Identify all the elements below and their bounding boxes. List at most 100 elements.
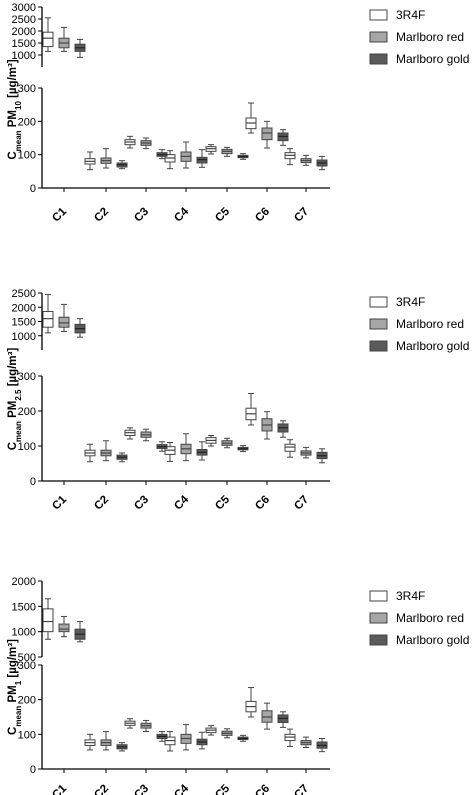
y-tick-label-upper: 1000: [12, 331, 36, 343]
y-tick-label-lower: 300: [18, 660, 36, 672]
y-tick-label-upper: 2000: [12, 302, 36, 314]
y-axis-label-part: C: [7, 442, 19, 450]
box-marlboro-gold-c4: [196, 731, 208, 750]
legend-label-3r4f: 3R4F: [396, 295, 425, 309]
legend-swatch-marlboro-gold: [369, 340, 388, 352]
y-tick-label-upper: 3000: [12, 2, 36, 14]
y-axis-label-part: C: [7, 727, 19, 735]
category-label-c5: C5: [213, 782, 232, 795]
box-marlboro-gold-c3: [156, 441, 168, 452]
box-marlboro-red-c7: [300, 154, 312, 166]
y-tick-label-upper: 2500: [12, 14, 36, 26]
legend-swatch-marlboro-gold: [369, 634, 388, 646]
box-body: [58, 623, 70, 633]
box-marlboro-red-c1: [58, 615, 70, 638]
box-3r4f-c2: [84, 733, 96, 751]
box-3r4f-c3: [124, 718, 136, 729]
box-3r4f-c5: [205, 144, 217, 155]
y-axis-label-part: [µg/m³]: [7, 639, 19, 681]
box-marlboro-red-c6: [261, 411, 273, 440]
box-marlboro-red-c6: [261, 702, 273, 730]
box-marlboro-red-c5: [221, 728, 233, 739]
box-marlboro-red-c3: [140, 719, 152, 733]
legend-swatch-3r4f: [369, 9, 388, 21]
box-3r4f-c4: [164, 442, 176, 462]
category-label-c6: C6: [253, 783, 272, 795]
box-body: [284, 443, 296, 452]
legend-swatch-marlboro-red: [369, 612, 388, 624]
y-axis-label-part: C: [7, 151, 19, 159]
legend-label-3r4f: 3R4F: [396, 589, 425, 603]
box-marlboro-gold-c4: [196, 149, 208, 168]
box-body: [261, 127, 273, 141]
category-label-c2: C2: [92, 494, 111, 513]
box-3r4f-c6: [245, 102, 257, 134]
y-tick-label-upper: 1500: [12, 317, 36, 329]
y-axis-label-part: [µg/m³]: [7, 59, 19, 101]
y-tick-label-upper: 500: [18, 652, 36, 664]
category-label-c3: C3: [132, 494, 151, 513]
y-tick-label-upper: 1000: [12, 627, 36, 639]
box-marlboro-gold-c6: [277, 129, 289, 146]
box-marlboro-red-c1: [58, 26, 70, 52]
category-label-c1: C1: [50, 782, 69, 795]
category-label-c5: C5: [213, 493, 232, 512]
category-label-c4: C4: [172, 493, 191, 512]
box-marlboro-gold-c7: [316, 155, 328, 171]
box-marlboro-gold-c1: [74, 621, 86, 643]
box-marlboro-gold-c4: [196, 441, 208, 461]
box-marlboro-red-c3: [140, 428, 152, 442]
box-3r4f-c3: [124, 427, 136, 440]
box-marlboro-red-c1: [58, 303, 70, 332]
box-marlboro-gold-c7: [316, 448, 328, 464]
box-3r4f-c7: [284, 439, 296, 458]
box-3r4f-c5: [205, 725, 217, 736]
y-axis-label-part: 2.5: [14, 389, 23, 401]
box-3r4f-c7: [284, 148, 296, 166]
y-tick-label-lower: 0: [30, 476, 36, 488]
y-tick-label-lower: 100: [18, 150, 36, 162]
y-axis-label-part: mean: [14, 706, 23, 727]
y-tick-label-upper: 2000: [12, 576, 36, 588]
category-label-c1: C1: [50, 205, 69, 224]
y-tick-label-lower: 100: [18, 729, 36, 741]
box-3r4f-c7: [284, 728, 296, 747]
box-marlboro-gold-c2: [116, 160, 128, 170]
y-tick-label-lower: 300: [18, 83, 36, 95]
box-marlboro-red-c7: [300, 446, 312, 459]
y-axis-label-part: [µg/m³]: [7, 348, 19, 390]
box-body: [42, 31, 54, 48]
box-body: [42, 311, 54, 328]
legend-label-marlboro-red: Marlboro red: [396, 317, 464, 331]
box-marlboro-gold-c5: [237, 153, 249, 160]
legend-label-3r4f: 3R4F: [396, 8, 425, 22]
y-axis-label: Cmean PM10 [µg/m³]: [7, 59, 23, 160]
category-label-c2: C2: [92, 783, 111, 795]
category-label-c7: C7: [292, 783, 311, 795]
y-tick-label-upper: 2500: [12, 288, 36, 300]
y-axis-label-part: PM: [7, 110, 19, 130]
box-marlboro-red-c7: [300, 736, 312, 749]
category-label-c4: C4: [172, 782, 191, 795]
y-axis-label: Cmean PM2.5 [µg/m³]: [7, 348, 23, 451]
category-label-c7: C7: [292, 206, 311, 225]
box-marlboro-red-c6: [261, 120, 273, 149]
category-label-c3: C3: [132, 206, 151, 225]
box-3r4f-c4: [164, 731, 176, 752]
y-axis-label-part: mean: [14, 130, 23, 151]
legend-label-marlboro-gold: Marlboro gold: [396, 52, 469, 66]
box-marlboro-red-c4: [180, 433, 192, 462]
y-tick-label-upper: 1500: [12, 38, 36, 50]
y-tick-label-lower: 0: [30, 183, 36, 195]
y-tick-label-lower: 0: [30, 764, 36, 776]
box-marlboro-red-c4: [180, 141, 192, 169]
box-marlboro-gold-c6: [277, 711, 289, 728]
category-label-c7: C7: [292, 494, 311, 513]
box-marlboro-gold-c6: [277, 420, 289, 438]
box-3r4f-c6: [245, 393, 257, 426]
legend-swatch-marlboro-red: [369, 31, 388, 43]
box-3r4f-c1: [42, 293, 54, 334]
y-axis-label-part: 1: [14, 680, 23, 685]
y-axis-label-part: PM: [7, 401, 19, 421]
